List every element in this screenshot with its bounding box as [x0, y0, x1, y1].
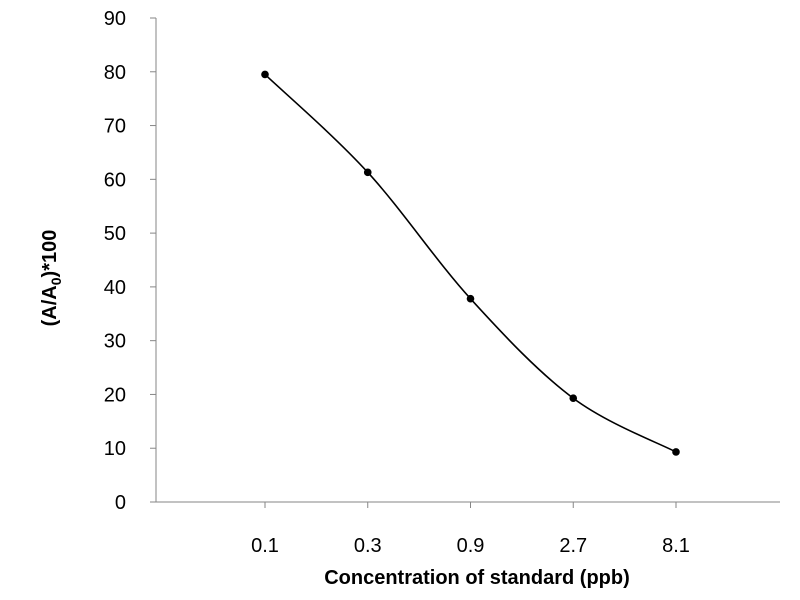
y-tick-label: 70 — [104, 116, 126, 138]
y-tick-label: 60 — [104, 169, 126, 191]
plot-area — [261, 70, 680, 456]
data-point — [466, 294, 475, 303]
y-axis-title-subscript: 0 — [48, 277, 64, 285]
x-tick-label: 0.9 — [457, 535, 485, 557]
series-line — [264, 73, 677, 453]
x-axis: 0.1 0.3 0.9 2.7 8.1 — [156, 501, 780, 557]
y-tick-label: 20 — [104, 384, 126, 406]
data-point — [672, 448, 680, 456]
x-tick-label: 0.1 — [251, 535, 279, 557]
data-point — [261, 70, 269, 79]
y-tick-label: 10 — [104, 438, 126, 460]
y-axis-title-tail: )*100 — [39, 230, 61, 278]
x-tick-label: 2.7 — [559, 535, 587, 557]
y-axis-title-main: (A/A — [39, 285, 61, 326]
x-tick-label: 8.1 — [662, 535, 690, 557]
y-tick-label: 90 — [104, 8, 126, 30]
x-tick-label: 0.3 — [354, 535, 382, 557]
y-tick-label: 0 — [115, 492, 126, 514]
data-point — [363, 168, 372, 177]
y-tick-label: 50 — [104, 223, 126, 245]
y-tick-label: 30 — [104, 331, 126, 353]
y-axis: 0 10 20 30 40 50 60 70 80 90 — [104, 8, 157, 514]
y-axis-title: (A/A0)*100 — [39, 230, 64, 327]
y-tick-label: 40 — [104, 277, 126, 299]
data-point — [569, 394, 578, 403]
x-axis-title: Concentration of standard (ppb) — [324, 567, 630, 589]
y-tick-label: 80 — [104, 62, 126, 84]
